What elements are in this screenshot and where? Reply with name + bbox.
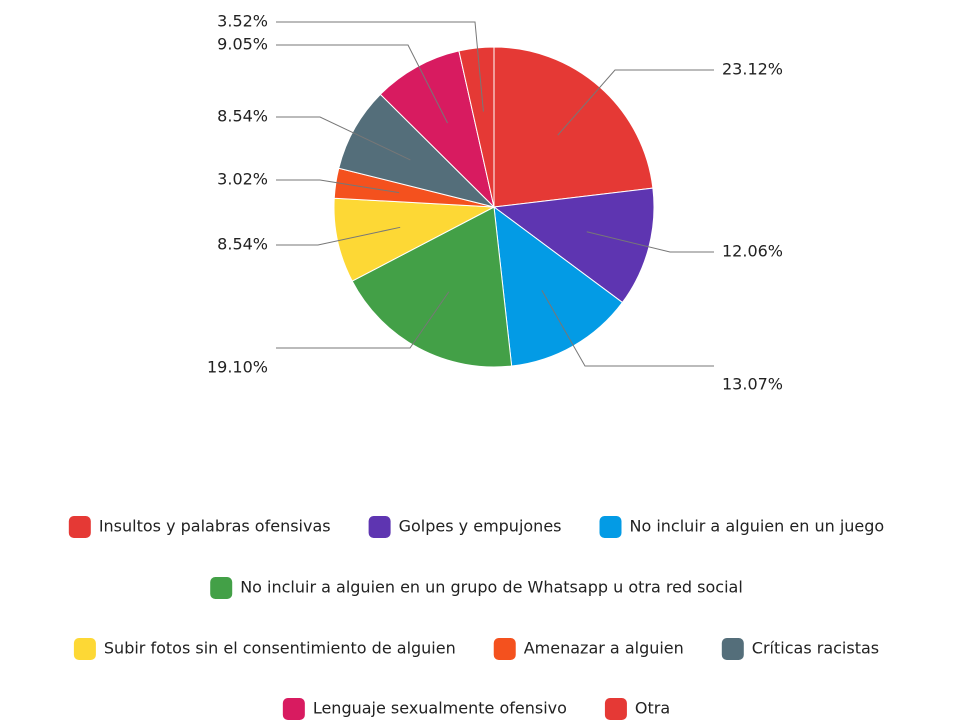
legend-label: Golpes y empujones <box>399 517 562 536</box>
data-label: 3.02% <box>217 170 268 189</box>
leader-line <box>276 291 450 349</box>
legend-swatch <box>210 577 233 599</box>
legend-label: Amenazar a alguien <box>524 639 684 658</box>
leader-line <box>276 21 484 112</box>
legend-swatch <box>73 638 96 660</box>
legend-label: Insultos y palabras ofensivas <box>99 517 331 536</box>
legend-label: Otra <box>635 699 670 718</box>
data-label: 3.52% <box>217 12 268 31</box>
pie-slice <box>458 46 495 208</box>
pie-slice <box>379 50 495 209</box>
pie-slice <box>338 93 496 208</box>
legend-swatch <box>721 638 744 660</box>
pie-slice <box>492 187 655 304</box>
legend-label: No incluir a alguien en un grupo de What… <box>240 578 743 597</box>
data-label: 19.10% <box>207 358 268 377</box>
pie-slice <box>351 206 513 368</box>
legend-swatch <box>599 516 622 538</box>
leader-line <box>557 69 714 136</box>
leader-line <box>541 290 714 367</box>
legend-swatch <box>604 698 627 720</box>
legend-swatch <box>68 516 91 538</box>
leader-line <box>276 226 401 246</box>
legend-label: Críticas racistas <box>752 639 879 658</box>
data-label: 8.54% <box>217 107 268 126</box>
data-label: 9.05% <box>217 35 268 54</box>
leader-line <box>276 116 411 161</box>
leader-line <box>276 44 448 124</box>
leader-line <box>276 179 400 194</box>
data-label: 23.12% <box>722 60 783 79</box>
leader-line <box>586 231 714 253</box>
legend-swatch <box>368 516 391 538</box>
legend-label: Subir fotos sin el consentimiento de alg… <box>104 639 456 658</box>
legend-swatch <box>493 638 516 660</box>
legend-swatch <box>282 698 305 720</box>
data-label: 12.06% <box>722 242 783 261</box>
pie-slice <box>493 46 654 208</box>
legend-label: Lenguaje sexualmente ofensivo <box>313 699 567 718</box>
data-label: 13.07% <box>722 375 783 394</box>
legend-label: No incluir a alguien en un juego <box>630 517 885 536</box>
data-label: 8.54% <box>217 235 268 254</box>
